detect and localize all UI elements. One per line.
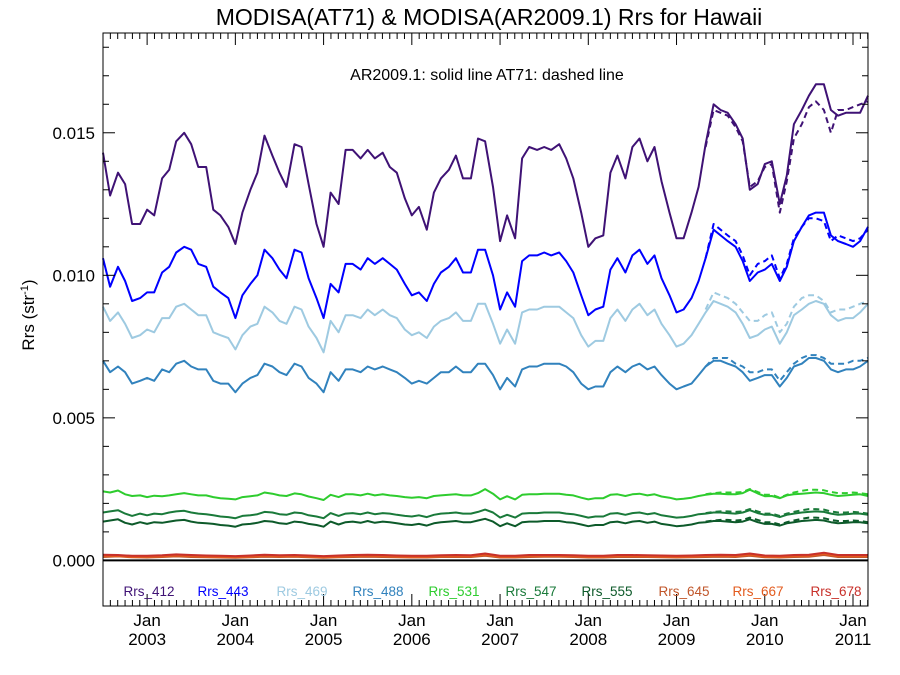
legend-item-rrs_469: Rrs_469 [276, 584, 327, 599]
x-tick-label-month: Jan [575, 611, 602, 630]
series-line-solid-rrs_555 [102, 517, 869, 528]
series-line-solid-rrs_412 [102, 83, 869, 248]
y-tick-label: 0.010 [52, 266, 95, 285]
x-tick-label-year: 2010 [746, 630, 784, 649]
x-axis: Jan2003Jan2004Jan2005Jan2006Jan2007Jan20… [102, 33, 872, 649]
legend: Rrs_412 Rrs_443 Rrs_469 Rrs_488 Rrs_531 Rrs_5… [123, 584, 861, 599]
series-layer [102, 83, 869, 562]
legend-item-rrs_645: Rrs_645 [658, 584, 709, 599]
legend-item-rrs_667: Rrs_667 [732, 584, 783, 599]
x-tick-label-year: 2007 [481, 630, 519, 649]
x-tick-label-month: Jan [839, 611, 866, 630]
x-tick-label-month: Jan [663, 611, 690, 630]
series-line-dashed-rrs_443 [704, 217, 869, 280]
series-line-solid-rrs_488 [102, 357, 869, 394]
series-line-solid-rrs_531 [102, 488, 869, 501]
legend-item-rrs_547: Rrs_547 [505, 584, 556, 599]
x-tick-label-month: Jan [310, 611, 337, 630]
chart-subtitle: AR2009.1: solid line AT71: dashed line [350, 67, 624, 84]
y-tick-label: 0.015 [52, 124, 95, 143]
x-tick-label-month: Jan [222, 611, 249, 630]
legend-item-rrs_555: Rrs_555 [581, 584, 632, 599]
y-axis: 0.000 0.005 0.010 0.015 [52, 46, 868, 570]
x-tick-label-month: Jan [486, 611, 513, 630]
x-tick-label-month: Jan [398, 611, 425, 630]
series-line-solid-rrs_469 [102, 300, 869, 354]
x-tick-label-year: 2005 [305, 630, 343, 649]
series-line-dashed-rrs_469 [704, 291, 869, 334]
x-tick-label-month: Jan [133, 611, 160, 630]
y-axis-label-text: Rrs (str [19, 295, 38, 351]
series-line-dashed-rrs_555 [705, 516, 869, 526]
x-tick-label-month: Jan [751, 611, 778, 630]
y-axis-label: Rrs (str-1) [19, 279, 38, 350]
x-tick-label-year: 2006 [393, 630, 431, 649]
legend-item-rrs_488: Rrs_488 [352, 584, 403, 599]
y-tick-label: 0.000 [52, 551, 95, 570]
y-axis-label-superscript: -1 [19, 285, 31, 295]
x-tick-label-year: 2004 [216, 630, 254, 649]
series-line-dashed-rrs_488 [704, 354, 869, 382]
y-tick-label: 0.005 [52, 409, 95, 428]
x-tick-label-year: 2003 [128, 630, 166, 649]
chart-title: MODISA(AT71) & MODISA(AR2009.1) Rrs for … [216, 4, 763, 30]
y-axis-label-close-paren: ) [19, 279, 38, 285]
series-line-dashed-rrs_412 [704, 100, 869, 214]
x-tick-label-year: 2009 [658, 630, 696, 649]
x-tick-label-year: 2011 [835, 630, 872, 649]
legend-item-rrs_443: Rrs_443 [197, 584, 248, 599]
series-line-dashed-rrs_547 [705, 508, 869, 517]
legend-item-rrs_531: Rrs_531 [428, 584, 479, 599]
x-tick-label-year: 2008 [569, 630, 607, 649]
legend-item-rrs_412: Rrs_412 [123, 584, 174, 599]
series-line-solid-rrs_547 [102, 508, 869, 520]
series-line-solid-rrs_443 [102, 211, 869, 320]
series-line-solid-rrs_678 [102, 551, 868, 558]
legend-item-rrs_678: Rrs_678 [810, 584, 861, 599]
